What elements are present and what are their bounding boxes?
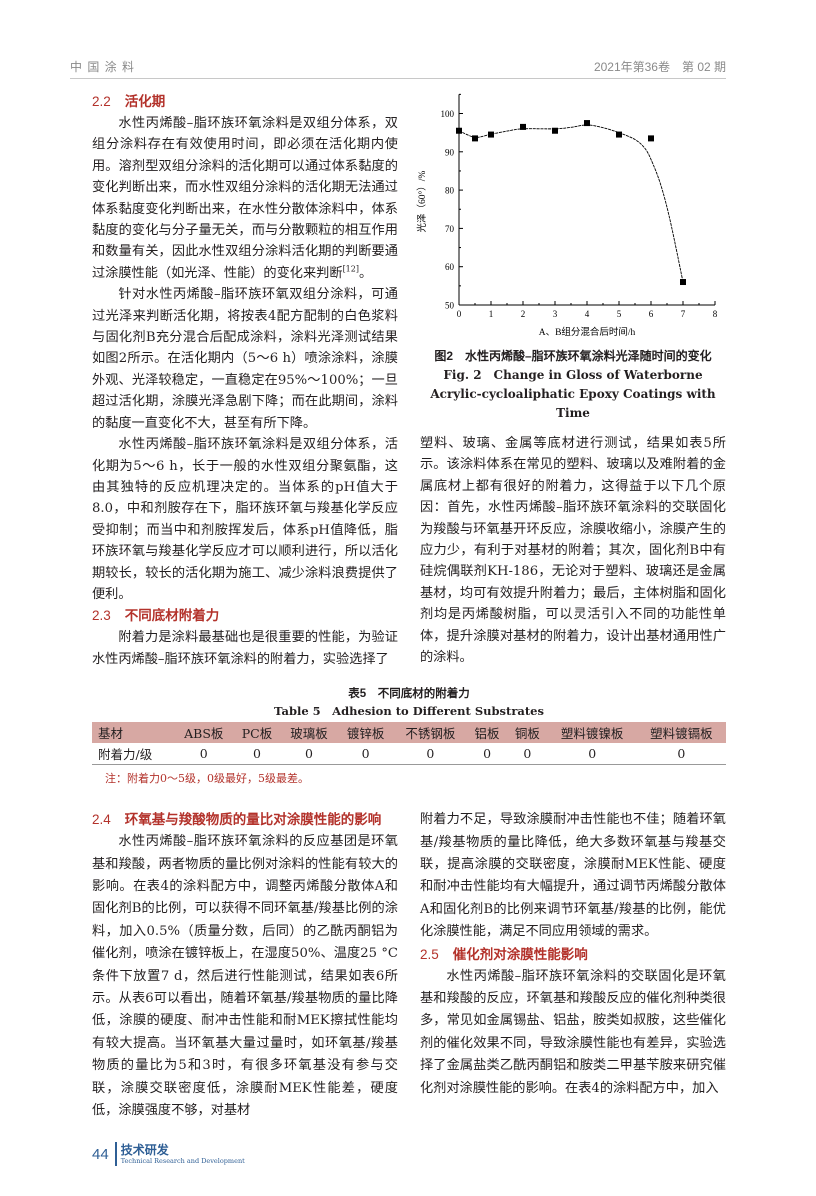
table-cell: 0: [636, 743, 726, 766]
table-cell: 0: [174, 743, 234, 766]
data-point: [472, 135, 478, 142]
x-tick-label: 6: [649, 309, 654, 319]
x-tick-label: 3: [553, 309, 558, 319]
column-header: PC板: [233, 722, 281, 744]
x-axis-label: A、B组分混合后时间/h: [539, 326, 636, 338]
column-header: 铝板: [466, 722, 508, 744]
x-tick-label: 1: [489, 309, 494, 319]
paragraph: 水性丙烯酸–脂环族环氧涂料是双组分体系，双组分涂料存在有效使用时间，即必须在活化…: [92, 116, 398, 281]
table-cell: 0: [547, 743, 637, 766]
table-row: 附着力/级 0 0 0 0 0 0 0 0 0: [92, 743, 726, 766]
x-tick-label: 8: [713, 309, 718, 319]
data-point: [680, 279, 686, 286]
data-point: [456, 127, 462, 134]
right-column-bottom: 附着力不足，导致涂膜耐冲击性能也不佳；随着环氧基/羧基物质的量比降低，绝大多数环…: [420, 809, 726, 1122]
section-heading-2-3: 2.3 不同底材附着力: [92, 608, 220, 624]
x-tick-label: 0: [457, 309, 462, 319]
section-heading-2-2: 2.2 活化期: [92, 94, 166, 109]
table-cell: 附着力/级: [92, 743, 175, 766]
table-cell: 0: [233, 743, 281, 766]
data-point: [648, 135, 654, 142]
data-point: [520, 123, 526, 130]
table-cell: 0: [337, 743, 394, 766]
section-label-cn: 技术研发: [120, 1142, 169, 1157]
data-point: [488, 131, 494, 138]
figure-caption: 图2 水性丙烯酸–脂环族环氧涂料光泽随时间的变化 Fig. 2 Change i…: [430, 349, 716, 420]
column-header: 塑料镀镉板: [636, 722, 726, 744]
y-tick-label: 50: [445, 301, 455, 311]
right-column-top: 50 60 70 80 90 100 0 1 2 3 4 5 6 7 8 A、B组分混合后时间/h 光泽（60°…: [416, 91, 726, 670]
y-tick-label: 60: [445, 262, 455, 272]
y-tick-label: 80: [445, 186, 455, 196]
table-cell: 0: [393, 743, 467, 766]
page-footer: 44 技术研发 Technical Research and Developme…: [92, 1142, 816, 1167]
column-header: 铜板: [507, 722, 548, 744]
table-cell: 0: [280, 743, 338, 766]
table-cell: 0: [507, 743, 548, 766]
column-header: 镀锌板: [337, 722, 394, 744]
paragraph: 附着力不足，导致涂膜耐冲击性能也不佳；随着环氧基/羧基物质的量比降低，绝大多数环…: [420, 812, 726, 940]
running-header: 中 国 涂 料 2021年第36卷 第 02 期: [70, 58, 726, 79]
column-header: 塑料镀镍板: [547, 722, 637, 744]
adhesion-table: 基材 ABS板 PC板 玻璃板 镀锌板 不锈钢板 铝板 铜板 塑料镀镍板 塑料镀镉板 附着力/级 0…: [92, 722, 726, 766]
top-section: 2.2 活化期 水性丙烯酸–脂环族环氧涂料是双组分体系，双组分涂料存在有效使用时间…: [92, 91, 726, 670]
table-cell: 0: [466, 743, 508, 766]
data-point: [552, 127, 558, 134]
paragraph: 水性丙烯酸–脂环族环氧涂料是双组分体系，活化期为5～6 h，长于一般的水性双组分…: [92, 437, 398, 602]
x-tick-label: 2: [521, 309, 526, 319]
y-tick-label: 90: [445, 147, 455, 157]
section-label: 技术研发 Technical Research and Development: [121, 1143, 245, 1166]
paragraph: 水性丙烯酸–脂环族环氧涂料的反应基团是环氧基和羧酸，两者物质的量比例对涂料的性能…: [92, 834, 398, 1119]
left-column-top: 2.2 活化期 水性丙烯酸–脂环族环氧涂料是双组分体系，双组分涂料存在有效使用时间…: [92, 91, 398, 670]
bottom-section: 2.4 环氧基与羧酸物质的量比对涂膜性能的影响 水性丙烯酸–脂环族环氧涂料的反应基…: [92, 809, 726, 1122]
paragraph: 针对水性丙烯酸–脂环族环氧双组分涂料，可通过光泽来判断活化期，将按表4配方配制的…: [92, 287, 398, 431]
gloss-chart: 50 60 70 80 90 100 0 1 2 3 4 5 6 7 8 A、B组分混合后时间/h 光泽（60°…: [416, 93, 718, 338]
journal-name: 中 国 涂 料: [70, 60, 136, 74]
data-point: [616, 131, 622, 138]
paragraph: 塑料、玻璃、金属等底材进行测试，结果如表5所示。该涂料体系在常见的塑料、玻璃以及…: [420, 436, 726, 666]
left-column-bottom: 2.4 环氧基与羧酸物质的量比对涂膜性能的影响 水性丙烯酸–脂环族环氧涂料的反应基…: [92, 809, 398, 1122]
x-tick-label: 4: [585, 309, 590, 319]
y-tick-label: 100: [441, 109, 455, 119]
column-header: 不锈钢板: [393, 722, 467, 744]
issue-info: 2021年第36卷 第 02 期: [593, 60, 726, 74]
data-point: [584, 120, 590, 127]
section-heading-2-5: 2.5 催化剂对涂膜性能影响: [420, 946, 588, 962]
fit-curve: [458, 124, 684, 283]
x-tick-label: 7: [681, 309, 686, 319]
y-tick-label: 70: [445, 224, 455, 234]
section-heading-2-4: 2.4 环氧基与羧酸物质的量比对涂膜性能的影响: [92, 812, 382, 828]
paragraph: 附着力是涂料最基础也是很重要的性能，为验证水性丙烯酸–脂环族环氧涂料的附着力，实…: [92, 630, 398, 667]
table-title-cn: 表5 不同底材的附着力: [348, 688, 470, 701]
column-header: ABS板: [174, 722, 234, 744]
table-title-en: Table 5 Adhesion to Different Substrates: [274, 704, 544, 719]
page-number: 44: [92, 1145, 109, 1163]
footer-divider: [114, 1142, 117, 1167]
table-header-row: 基材 ABS板 PC板 玻璃板 镀锌板 不锈钢板 铝板 铜板 塑料镀镍板 塑料镀镉板: [92, 722, 726, 744]
x-tick-label: 5: [617, 309, 622, 319]
column-header: 玻璃板: [280, 722, 338, 744]
section-label-en: Technical Research and Development: [120, 1156, 245, 1165]
y-axis-label: 光泽（60°）/%: [416, 171, 428, 233]
table-block: 表5 不同底材的附着力 Table 5 Adhesion to Differen…: [92, 686, 726, 787]
figure: 50 60 70 80 90 100 0 1 2 3 4 5 6 7 8 A、B组分混合后时间/h 光泽（60°…: [415, 91, 730, 341]
citation: [12]: [342, 264, 359, 274]
paragraph: 水性丙烯酸–脂环族环氧涂料的交联固化是环氧基和羧酸的反应，环氧基和羧酸反应的催化…: [420, 968, 726, 1096]
column-header: 基材: [92, 722, 175, 744]
table-note: 注：附着力0～5级，0级最好，5级最差。: [105, 772, 309, 786]
